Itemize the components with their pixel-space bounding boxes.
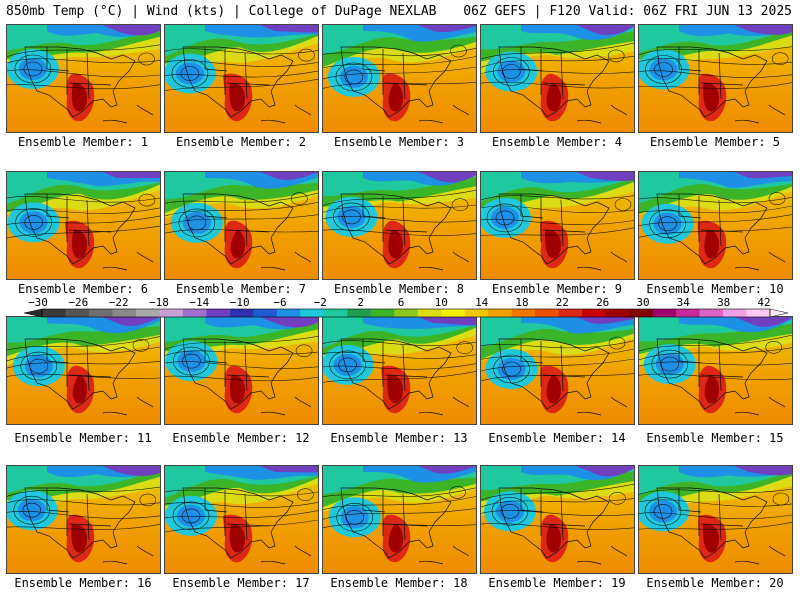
colorbar-segment <box>605 309 630 317</box>
colorbar-segment <box>65 309 90 317</box>
ensemble-member-map <box>164 465 319 574</box>
colorbar-tick-label: 14 <box>475 296 489 309</box>
colorbar-segment <box>417 309 442 317</box>
ensemble-member-label: Ensemble Member: 1 <box>17 135 149 149</box>
map-header-title: 850mb Temp (°C) | Wind (kts) | College o… <box>6 4 437 19</box>
colorbar-tick-label: −6 <box>273 296 287 309</box>
colorbar-tick-label: 10 <box>434 296 448 309</box>
ensemble-member-map <box>638 171 793 280</box>
ensemble-member-map <box>480 316 635 425</box>
ensemble-member-map <box>480 24 635 133</box>
ensemble-member-map <box>164 316 319 425</box>
colorbar-segment <box>370 309 395 317</box>
colorbar-tick-labels: −30 −26 −22 −18 −14 −10 −6 −2 2 6 10 14 18 22 26 30 34 38… <box>0 297 800 309</box>
colorbar-tick-label: 26 <box>596 296 610 309</box>
colorbar-segment <box>511 309 536 317</box>
ensemble-member-map <box>480 171 635 280</box>
ensemble-member-map <box>6 24 161 133</box>
ensemble-member-map <box>164 24 319 133</box>
ensemble-member-label: Ensemble Member: 10 <box>646 282 784 296</box>
colorbar-segment <box>699 309 724 317</box>
ensemble-member-label: Ensemble Member: 16 <box>14 576 152 590</box>
ensemble-member-label: Ensemble Member: 12 <box>172 431 310 445</box>
ensemble-member-label: Ensemble Member: 7 <box>175 282 307 296</box>
ensemble-member-label: Ensemble Member: 18 <box>330 576 468 590</box>
colorbar-segment <box>488 309 513 317</box>
colorbar-max-arrow <box>769 308 789 318</box>
colorbar-tick-label: 2 <box>357 296 364 309</box>
colorbar-segment <box>229 309 254 317</box>
colorbar-border <box>41 308 771 318</box>
colorbar-segment <box>464 309 489 317</box>
ensemble-member-map <box>322 465 477 574</box>
colorbar-segment <box>182 309 207 317</box>
colorbar-segment <box>206 309 231 317</box>
ensemble-member-label: Ensemble Member: 9 <box>491 282 623 296</box>
colorbar-tick-label: 34 <box>676 296 690 309</box>
colorbar-segment <box>253 309 278 317</box>
colorbar-tick-label: −18 <box>149 296 169 309</box>
ensemble-member-label: Ensemble Member: 19 <box>488 576 626 590</box>
ensemble-member-label: Ensemble Member: 14 <box>488 431 626 445</box>
ensemble-member-map <box>480 465 635 574</box>
ensemble-member-map <box>638 24 793 133</box>
colorbar-segment <box>676 309 700 317</box>
colorbar-tick-label: 42 <box>757 296 771 309</box>
colorbar-tick-label: −22 <box>108 296 129 309</box>
ensemble-member-label: Ensemble Member: 4 <box>491 135 623 149</box>
colorbar-tick-label: 22 <box>555 296 569 309</box>
ensemble-member-label: Ensemble Member: 13 <box>330 431 468 445</box>
colorbar-tick-label: 6 <box>397 296 405 309</box>
colorbar-segment <box>723 309 747 317</box>
colorbar-segment <box>135 309 160 317</box>
colorbar-segment <box>112 309 137 317</box>
colorbar-segment <box>323 309 348 317</box>
ensemble-member-label: Ensemble Member: 11 <box>14 431 152 445</box>
colorbar-segment <box>441 309 466 317</box>
colorbar-segment <box>629 309 653 317</box>
ensemble-member-label: Ensemble Member: 6 <box>17 282 149 296</box>
colorbar-segment <box>394 309 419 317</box>
ensemble-member-map <box>164 171 319 280</box>
colorbar-segment <box>159 309 184 317</box>
ensemble-member-label: Ensemble Member: 20 <box>646 576 784 590</box>
ensemble-member-label: Ensemble Member: 17 <box>172 576 310 590</box>
colorbar-segment <box>347 309 372 317</box>
temperature-colorbar <box>23 308 789 318</box>
colorbar-tick-label: 38 <box>717 296 731 309</box>
ensemble-member-label: Ensemble Member: 2 <box>175 135 307 149</box>
ensemble-member-map <box>322 24 477 133</box>
ensemble-member-map <box>6 465 161 574</box>
colorbar-tick-label: −26 <box>68 296 89 309</box>
colorbar-segment <box>535 309 560 317</box>
ensemble-member-label: Ensemble Member: 5 <box>649 135 781 149</box>
colorbar-segment <box>558 309 583 317</box>
colorbar-tick-label: 18 <box>515 296 529 309</box>
colorbar-segment <box>582 309 607 317</box>
colorbar-segment <box>276 309 301 317</box>
ensemble-member-map <box>6 171 161 280</box>
ensemble-member-label: Ensemble Member: 15 <box>646 431 784 445</box>
ensemble-member-map <box>638 316 793 425</box>
ensemble-member-map <box>6 316 161 425</box>
colorbar-segment <box>652 309 677 317</box>
ensemble-member-label: Ensemble Member: 8 <box>333 282 465 296</box>
ensemble-member-label: Ensemble Member: 3 <box>333 135 465 149</box>
colorbar-segment <box>42 309 66 317</box>
colorbar-tick-label: 30 <box>636 296 650 309</box>
ensemble-member-map <box>322 171 477 280</box>
ensemble-member-map <box>322 316 477 425</box>
colorbar-segment <box>88 309 113 317</box>
colorbar-tick-label: −10 <box>229 296 250 309</box>
colorbar-tick-label: −2 <box>313 296 327 309</box>
colorbar-segment <box>300 309 325 317</box>
ensemble-member-map <box>638 465 793 574</box>
colorbar-tick-label: −30 <box>28 296 48 309</box>
colorbar-tick-label: −14 <box>189 296 210 309</box>
colorbar-min-arrow <box>23 308 43 318</box>
map-header-valid-time: 06Z GEFS | F120 Valid: 06Z FRI JUN 13 20… <box>463 4 792 19</box>
colorbar-segment <box>746 309 771 317</box>
